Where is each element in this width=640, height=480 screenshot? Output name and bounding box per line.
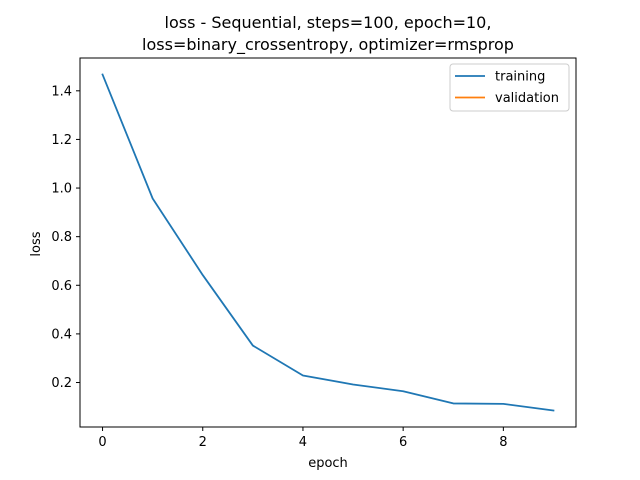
axes-frame	[79, 57, 577, 428]
x-tick-label: 2	[199, 435, 207, 450]
y-tick-label: 1.2	[51, 133, 72, 148]
y-tick-label: 0.2	[51, 376, 72, 391]
legend-label-training: training	[495, 70, 545, 85]
y-axis-label: loss	[29, 231, 44, 256]
x-axis-label: epoch	[308, 456, 348, 471]
x-tick-label: 0	[98, 435, 106, 450]
chart-title-line-1: loss - Sequential, steps=100, epoch=10,	[165, 13, 492, 32]
series-line-training	[101, 73, 555, 412]
legend: training validation	[449, 63, 570, 112]
y-tick-label: 1.0	[51, 182, 72, 197]
series-layer	[101, 73, 555, 412]
x-tick-label: 6	[399, 435, 407, 450]
legend-label-validation: validation	[495, 91, 559, 106]
axis-ticks: 0 2 4 6 8 0.2 0.4 0.6 0.8 1.0 1.2 1.4	[51, 84, 507, 450]
y-tick-label: 1.4	[51, 84, 72, 99]
y-tick-label: 0.6	[51, 279, 72, 294]
x-tick-label: 8	[499, 435, 507, 450]
y-tick-label: 0.4	[51, 327, 72, 342]
x-tick-label: 4	[299, 435, 307, 450]
chart-title-line-2: loss=binary_crossentropy, optimizer=rmsp…	[142, 35, 514, 55]
y-tick-label: 0.8	[51, 230, 72, 245]
